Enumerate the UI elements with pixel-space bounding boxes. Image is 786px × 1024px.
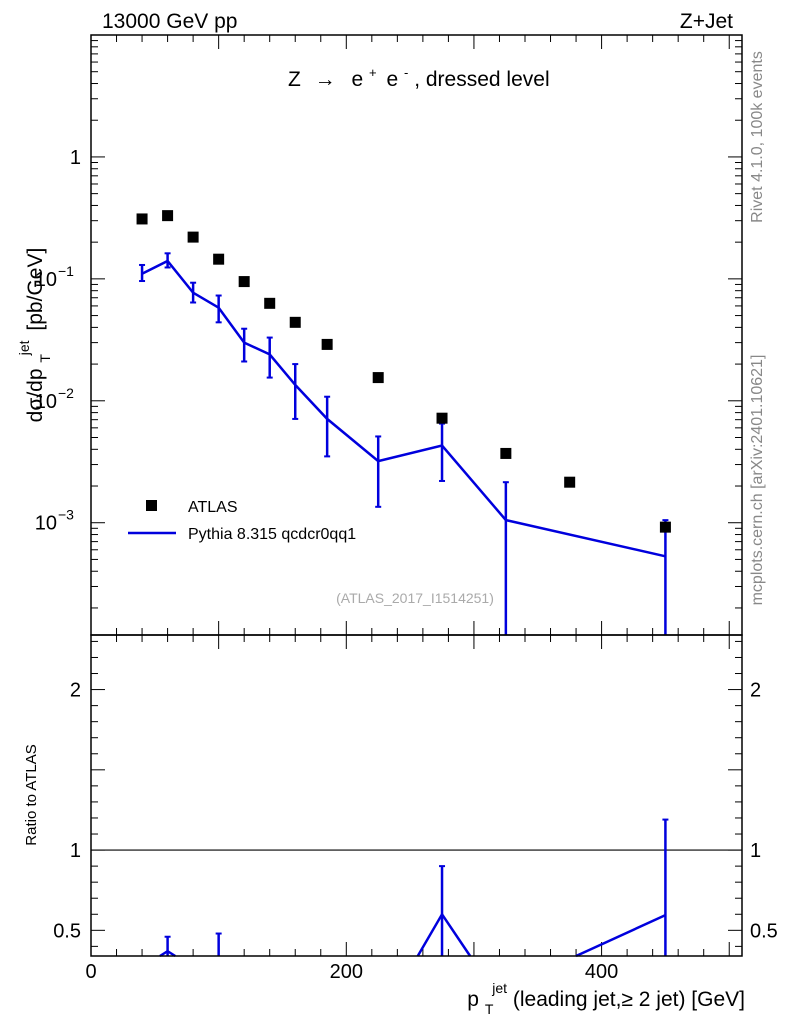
- atlas-data-point: [500, 447, 512, 459]
- plot-title: Z → e + e - , dressed level: [288, 59, 550, 91]
- title-rest: , dressed level: [414, 68, 549, 91]
- mcplots-label: mcplots.cern.ch [arXiv:2401.10621]: [749, 355, 766, 606]
- ratio-y-tick-label: 0.5: [53, 920, 81, 942]
- x-axis-label: p T jet (leading jet,≥ 2 jet) [GeV]: [467, 975, 745, 1019]
- atlas-data-point: [264, 297, 276, 309]
- atlas-data-point: [213, 253, 225, 265]
- main-panel: 10 −310 −210 −11 Z → e + e - , dressed leve…: [11, 34, 743, 636]
- atlas-data-point: [162, 210, 174, 222]
- main-y-tick-label: 10: [35, 391, 57, 413]
- xlabel-sub: T: [485, 1001, 494, 1017]
- pythia-series-line: [141, 259, 666, 558]
- atlas-data-point: [187, 231, 199, 243]
- ratio-y-tick-label-right: 2: [750, 680, 761, 702]
- ratio-frame: [90, 634, 743, 957]
- atlas-data-point: [136, 213, 148, 225]
- xlabel-main: p: [467, 988, 479, 1011]
- main-y-tick-label: 10: [35, 513, 57, 535]
- main-y-tick-exponent: −1: [58, 263, 74, 279]
- ratio-series-segment: [416, 911, 472, 957]
- atlas-data-point: [436, 412, 448, 424]
- atlas-data-point: [321, 338, 333, 350]
- header-process: Z+Jet: [680, 10, 733, 33]
- legend-atlas-marker: [146, 500, 157, 511]
- main-y-tick-exponent: −2: [58, 385, 74, 401]
- xlabel-rest: (leading jet,≥ 2 jet) [GeV]: [513, 988, 745, 1011]
- main-frame: [90, 34, 743, 636]
- header-energy: 13000 GeV pp: [102, 10, 237, 33]
- ylabel-main: dσ/dp: [24, 368, 47, 422]
- ratio-pythia-line: [159, 911, 666, 958]
- title-minus: -: [404, 65, 408, 80]
- ylabel-sup: jet: [16, 340, 32, 356]
- ratio-pythia-error-bars: [164, 818, 669, 956]
- title-arrow: →: [315, 68, 336, 91]
- main-axis-ticks: [90, 34, 742, 635]
- title-electron: e: [352, 68, 364, 91]
- ratio-y-label: Ratio to ATLAS: [23, 744, 40, 845]
- pythia-error-bars: [139, 252, 669, 635]
- ratio-series-segment: [575, 913, 666, 958]
- main-y-tick-label: 1: [70, 147, 81, 169]
- ratio-y-tick-label: 1: [70, 840, 81, 862]
- ratio-y-tick-label-right: 0.5: [750, 920, 778, 942]
- legend-pythia-label: Pythia 8.315 qcdcr0qq1: [188, 526, 356, 543]
- pythia-line: [141, 259, 666, 558]
- atlas-points: [136, 210, 671, 533]
- main-y-tick-labels: 10 −310 −210 −11: [35, 147, 81, 535]
- ratio-x-tick-labels: 0 200 400: [85, 961, 618, 983]
- atlas-data-point: [564, 476, 576, 488]
- main-y-label: dσ/dp T jet [pb/GeV]: [11, 248, 55, 423]
- ratio-axis-ticks: [90, 635, 742, 956]
- title-electron2: e: [386, 68, 398, 91]
- analysis-watermark: (ATLAS_2017_I1514251): [336, 590, 494, 606]
- main-y-tick-exponent: −3: [58, 507, 74, 523]
- x-tick-label: 0: [85, 961, 96, 983]
- legend-atlas-label: ATLAS: [188, 499, 238, 516]
- svg-text:dσ/dp T jet: dσ/dp T jet [pb/GeV]: [11, 248, 55, 423]
- ratio-y-tick-label-right: 1: [750, 840, 761, 862]
- ratio-y-tick-label: 2: [70, 680, 81, 702]
- x-tick-label: 200: [330, 961, 363, 983]
- ylabel-sub: T: [37, 354, 53, 363]
- title-z: Z: [288, 68, 301, 91]
- main-y-tick-label: 10: [35, 269, 57, 291]
- atlas-data-point: [372, 372, 384, 384]
- ylabel-unit: [pb/GeV]: [24, 248, 47, 331]
- x-tick-label: 400: [585, 961, 618, 983]
- atlas-data-point: [238, 276, 250, 288]
- rivet-label: Rivet 4.1.0, 100k events: [749, 51, 766, 223]
- title-plus: +: [369, 65, 377, 80]
- legend: ATLAS Pythia 8.315 qcdcr0qq1: [128, 499, 356, 543]
- atlas-data-point: [289, 316, 301, 328]
- xlabel-sup: jet: [491, 980, 507, 996]
- ratio-y-tick-labels: 0.5 0.5 1 1 2 2: [53, 680, 778, 943]
- ratio-panel: 0.5 0.5 1 1 2 2 0 200 400 Ratio to ATLAS p T je…: [23, 634, 778, 1019]
- atlas-data-point: [659, 521, 671, 533]
